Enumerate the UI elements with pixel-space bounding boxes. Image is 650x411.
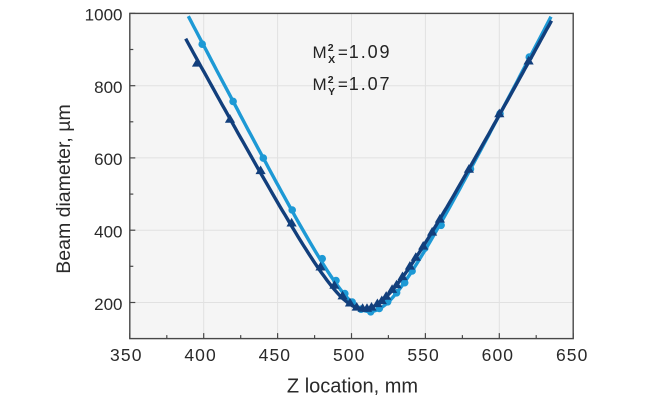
svg-text:600: 600 <box>482 345 515 365</box>
svg-text:=: = <box>338 43 348 62</box>
svg-text:650: 650 <box>556 345 589 365</box>
svg-text:1000: 1000 <box>85 6 123 25</box>
svg-text:M: M <box>313 75 327 94</box>
svg-text:500: 500 <box>333 345 366 365</box>
svg-text:Z location, mm: Z location, mm <box>287 376 418 398</box>
svg-text:400: 400 <box>94 223 122 242</box>
svg-text:1.07: 1.07 <box>349 74 392 94</box>
svg-text:550: 550 <box>407 345 440 365</box>
svg-text:600: 600 <box>94 150 122 169</box>
svg-text:350: 350 <box>110 345 143 365</box>
svg-text:1.09: 1.09 <box>349 42 392 62</box>
svg-text:Beam diameter, µm: Beam diameter, µm <box>53 104 75 273</box>
svg-text:Y: Y <box>328 86 335 98</box>
svg-text:2: 2 <box>328 74 334 86</box>
svg-text:800: 800 <box>94 78 122 97</box>
svg-text:M: M <box>313 43 327 62</box>
svg-text:200: 200 <box>94 295 122 314</box>
svg-text:=: = <box>338 75 348 94</box>
svg-text:2: 2 <box>328 42 334 54</box>
svg-text:X: X <box>328 54 335 66</box>
svg-text:450: 450 <box>259 345 292 365</box>
svg-text:400: 400 <box>184 345 217 365</box>
